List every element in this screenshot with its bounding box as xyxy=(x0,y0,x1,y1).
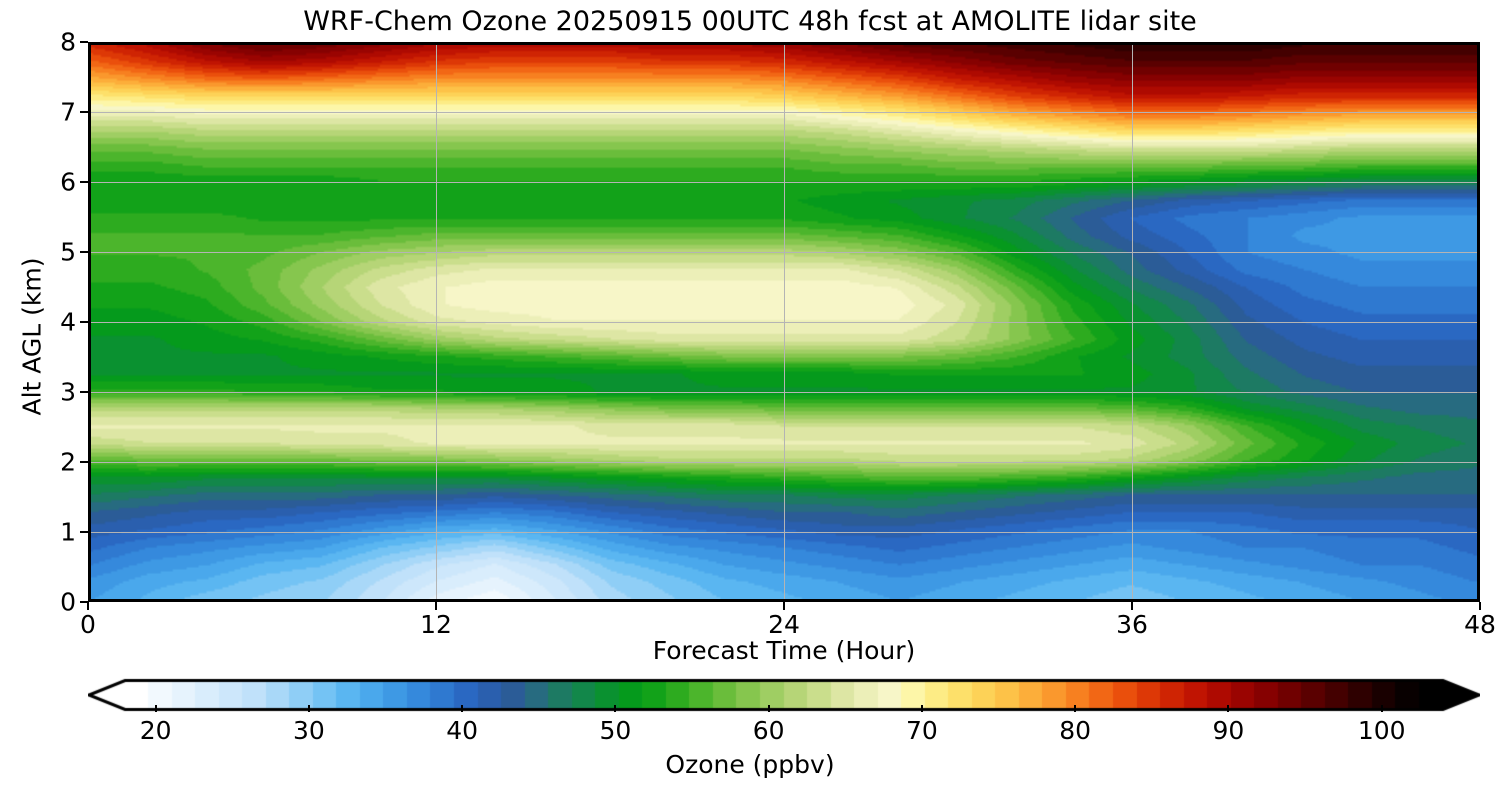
colorbar-tick-label: 50 xyxy=(599,716,632,745)
x-axis-label: Forecast Time (Hour) xyxy=(652,636,916,665)
x-tick-label: 48 xyxy=(1464,610,1496,639)
colorbar-tick-mark xyxy=(614,705,617,712)
colorbar-tick-mark xyxy=(461,705,464,712)
colorbar-tick-label: 90 xyxy=(1212,716,1245,745)
x-tick-label: 0 xyxy=(80,610,96,639)
y-tick-mark xyxy=(80,601,88,603)
y-tick-label: 2 xyxy=(60,447,76,477)
y-tick-mark xyxy=(80,391,88,393)
y-tick-label: 7 xyxy=(60,97,76,127)
colorbar-tick-mark xyxy=(307,705,310,712)
colorbar-label: Ozone (ppbv) xyxy=(665,750,835,779)
x-tick-label: 12 xyxy=(420,610,452,639)
colorbar-tick-mark xyxy=(767,705,770,712)
y-tick-mark xyxy=(80,461,88,463)
y-tick-mark xyxy=(80,321,88,323)
colorbar-tick-mark xyxy=(920,705,923,712)
y-tick-label: 0 xyxy=(60,587,76,617)
x-tick-mark xyxy=(87,602,89,610)
figure-title: WRF-Chem Ozone 20250915 00UTC 48h fcst a… xyxy=(303,6,1197,37)
y-tick-label: 1 xyxy=(60,517,76,547)
y-tick-mark xyxy=(80,111,88,113)
y-tick-mark xyxy=(80,181,88,183)
y-axis-label: Alt AGL (km) xyxy=(17,257,47,416)
x-tick-label: 24 xyxy=(768,610,800,639)
colorbar-tick-label: 60 xyxy=(752,716,785,745)
colorbar-tick-label: 100 xyxy=(1357,716,1406,745)
colorbar-tick-label: 30 xyxy=(293,716,325,745)
colorbar-gradient xyxy=(88,678,1480,712)
colorbar-tick-label: 20 xyxy=(139,716,172,745)
y-tick-mark xyxy=(80,41,88,43)
x-tick-mark xyxy=(1131,602,1133,610)
x-tick-mark xyxy=(783,602,785,610)
gridline-vertical xyxy=(436,45,437,599)
colorbar xyxy=(88,678,1480,712)
y-tick-label: 8 xyxy=(60,27,76,57)
x-tick-label: 36 xyxy=(1116,610,1148,639)
colorbar-tick-mark xyxy=(1227,705,1230,712)
gridline-vertical xyxy=(1132,45,1133,599)
colorbar-tick-mark xyxy=(1380,705,1383,712)
colorbar-tick-mark xyxy=(1074,705,1077,712)
gridline-vertical xyxy=(784,45,785,599)
y-tick-mark xyxy=(80,531,88,533)
x-tick-mark xyxy=(435,602,437,610)
x-tick-mark xyxy=(1479,602,1481,610)
colorbar-tick-label: 70 xyxy=(906,716,938,745)
y-tick-label: 6 xyxy=(60,167,76,197)
y-tick-label: 3 xyxy=(60,377,76,407)
colorbar-tick-mark xyxy=(154,705,157,712)
colorbar-tick-label: 80 xyxy=(1059,716,1092,745)
y-tick-mark xyxy=(80,251,88,253)
colorbar-tick-label: 40 xyxy=(446,716,479,745)
y-tick-label: 4 xyxy=(60,307,76,337)
y-tick-label: 5 xyxy=(60,237,76,267)
plot-area xyxy=(88,42,1480,602)
